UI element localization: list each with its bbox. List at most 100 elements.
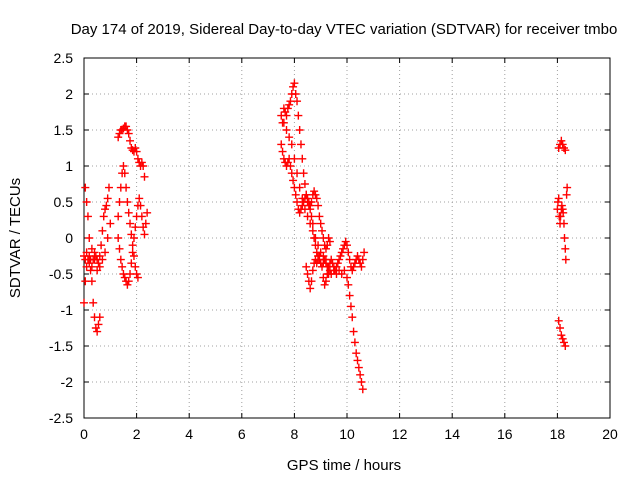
data-point (140, 172, 149, 181)
data-point (293, 169, 302, 178)
data-point (290, 79, 299, 88)
data-point (103, 194, 112, 203)
data-point (119, 162, 128, 170)
data-point (140, 230, 149, 239)
data-point (295, 208, 304, 217)
data-point (101, 205, 110, 214)
data-point (563, 183, 572, 192)
data-point (314, 201, 323, 210)
data-point (312, 194, 321, 203)
data-point (291, 90, 300, 98)
data-point (287, 140, 296, 149)
data-point (101, 248, 110, 257)
x-tick-label: 10 (339, 426, 355, 442)
data-point (295, 126, 304, 134)
data-point (348, 266, 357, 275)
data-point (343, 273, 351, 282)
data-point (80, 298, 88, 307)
data-point (131, 144, 140, 152)
x-tick-label: 0 (80, 426, 88, 442)
data-point (318, 226, 327, 235)
data-point (321, 277, 330, 286)
data-point (141, 219, 150, 228)
data-point (131, 223, 140, 232)
data-point (106, 219, 115, 228)
data-point (87, 262, 96, 271)
data-point (333, 259, 342, 268)
data-point (339, 244, 348, 253)
data-point (358, 255, 367, 264)
y-tick-label: -1 (61, 302, 74, 318)
data-point (357, 378, 366, 386)
data-point (310, 187, 319, 196)
y-tick-label: -0.5 (49, 266, 73, 282)
data-point (306, 219, 315, 228)
ticks: 0 2 4 6 8 10 12 14 16 18 20 -2.5 -2 -1.5 -1 -0.5 0 0.5 1 1.… (49, 50, 618, 442)
data-point (85, 234, 94, 242)
y-tick-label: 0 (65, 230, 73, 246)
data-point (279, 118, 288, 127)
data-point (114, 212, 123, 221)
data-point (89, 298, 98, 307)
data-point (559, 208, 568, 217)
data-point (558, 334, 567, 343)
x-tick-label: 6 (238, 426, 246, 442)
data-point (554, 194, 563, 203)
data-point (295, 183, 304, 192)
data-point (123, 126, 132, 134)
data-point (336, 252, 345, 260)
data-point (129, 234, 138, 242)
data-point (135, 194, 144, 203)
data-point (98, 255, 107, 264)
data-point (559, 338, 568, 347)
data-point (83, 212, 92, 221)
data-point (120, 273, 129, 282)
y-axis-label: SDTVAR / TECUs (7, 178, 24, 298)
data-point (348, 313, 357, 322)
data-point (128, 241, 137, 250)
data-point (114, 133, 123, 142)
data-point (559, 219, 568, 228)
data-point (315, 212, 324, 221)
x-tick-label: 16 (497, 426, 513, 442)
data-point (354, 363, 363, 372)
data-point (314, 241, 323, 250)
data-point (562, 190, 571, 199)
data-point (90, 255, 99, 264)
data-point (118, 262, 127, 271)
data-point (307, 277, 316, 286)
data-point (95, 262, 104, 271)
data-point (124, 129, 133, 138)
data-point (103, 234, 112, 242)
data-point (298, 154, 307, 163)
data-point (290, 154, 299, 163)
data-point (289, 82, 298, 91)
data-point (94, 259, 103, 268)
data-point (344, 248, 353, 257)
data-point (87, 244, 96, 253)
x-tick-label: 18 (550, 426, 566, 442)
x-axis-label: GPS time / hours (287, 457, 401, 474)
data-point (136, 201, 145, 210)
data-point (143, 208, 152, 217)
data-point (137, 158, 146, 167)
data-point (561, 342, 570, 350)
data-point (126, 270, 135, 278)
data-point (315, 252, 324, 260)
data-point (81, 183, 90, 192)
data-point (132, 147, 141, 156)
data-point (294, 111, 303, 120)
data-point (314, 255, 323, 264)
data-point (300, 180, 309, 188)
data-point (283, 104, 292, 113)
data-point (93, 327, 102, 336)
data-point (104, 183, 113, 192)
data-point (285, 100, 294, 109)
y-tick-label: -2 (61, 374, 74, 390)
data-point (360, 248, 369, 257)
data-point (114, 234, 123, 242)
data-point (308, 266, 317, 275)
data-point (282, 126, 291, 134)
data-point (123, 198, 132, 206)
data-point (324, 234, 333, 242)
